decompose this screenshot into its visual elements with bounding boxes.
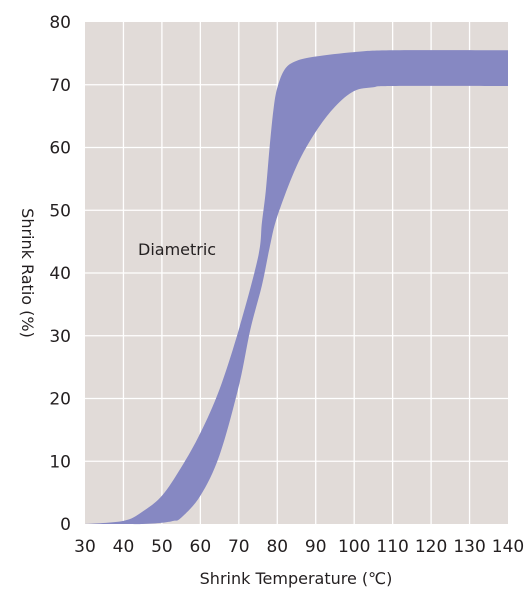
x-tick-labels: 30 40 50 60 70 80 90 100 110 120 130 140 [74, 537, 524, 557]
x-tick-140: 140 [492, 537, 524, 557]
y-tick-30: 30 [49, 327, 71, 347]
y-tick-70: 70 [49, 76, 71, 96]
shrink-band-0 [85, 50, 508, 525]
x-tick-70: 70 [228, 537, 250, 557]
x-tick-100: 100 [338, 537, 370, 557]
y-tick-20: 20 [49, 390, 71, 410]
x-axis-title: Shrink Temperature (℃) [200, 569, 393, 588]
x-tick-110: 110 [376, 537, 408, 557]
x-tick-80: 80 [266, 537, 288, 557]
annotation-diametric: Diametric [138, 240, 216, 259]
x-tick-40: 40 [113, 537, 135, 557]
x-tick-130: 130 [453, 537, 485, 557]
x-tick-120: 120 [415, 537, 447, 557]
x-tick-90: 90 [305, 537, 327, 557]
y-axis-title: Shrink Ratio (%) [18, 208, 37, 338]
grid-lines [85, 22, 508, 524]
band-series [85, 50, 508, 525]
y-tick-80: 80 [49, 13, 71, 33]
y-tick-0: 0 [60, 515, 71, 535]
y-tick-40: 40 [49, 264, 71, 284]
y-tick-10: 10 [49, 452, 71, 472]
x-tick-50: 50 [151, 537, 173, 557]
y-tick-labels: 0 10 20 30 40 50 60 70 80 [49, 13, 71, 535]
y-tick-50: 50 [49, 201, 71, 221]
y-tick-60: 60 [49, 139, 71, 159]
x-tick-60: 60 [190, 537, 212, 557]
x-tick-30: 30 [74, 537, 96, 557]
